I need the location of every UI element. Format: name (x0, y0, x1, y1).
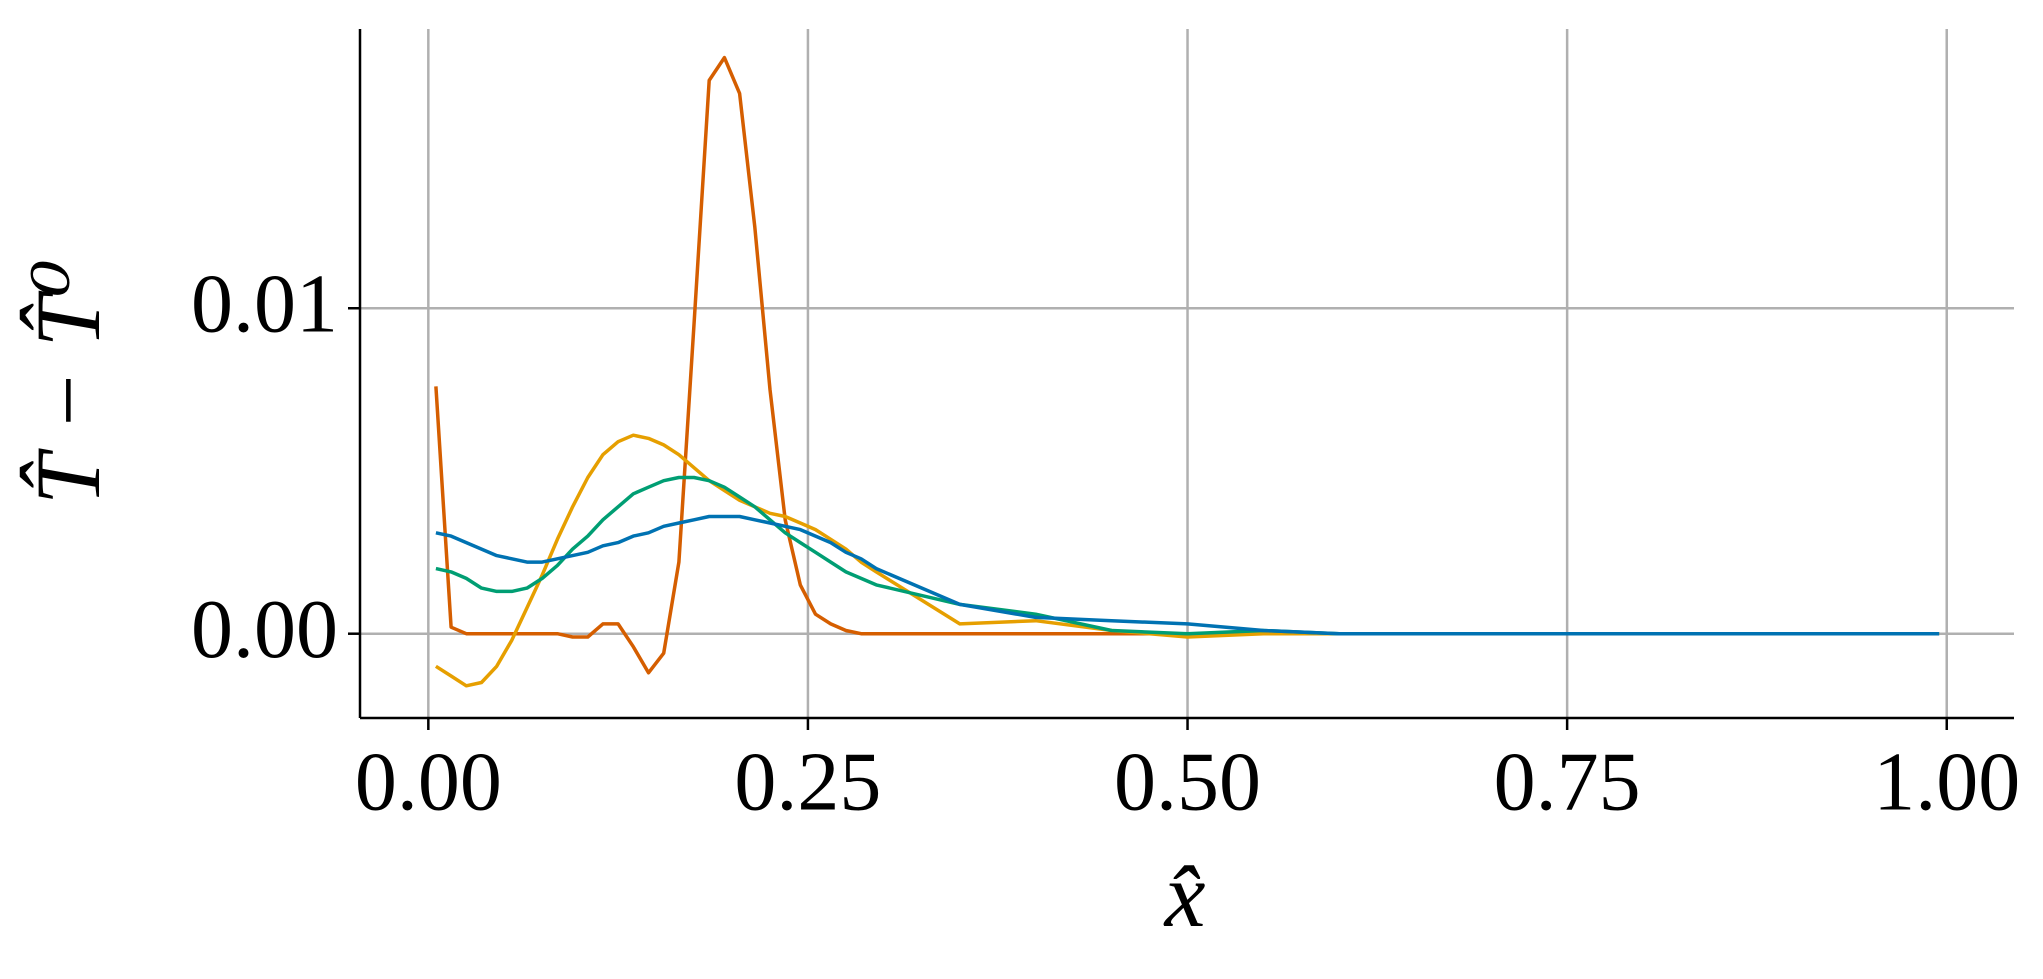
x-tick-label: 0.00 (355, 735, 502, 828)
x-tick-label: 0.75 (1494, 735, 1641, 828)
x-tick-label: 1.00 (1873, 735, 2020, 828)
y-tick-label: 0.00 (191, 583, 338, 676)
series-line (435, 514, 1940, 636)
y-axis-label: T̂ − T̂⁰ (17, 259, 119, 505)
x-axis-label: x̂ (1163, 844, 1206, 946)
x-tick-label: 0.50 (1114, 735, 1261, 828)
x-tick-label: 0.25 (734, 735, 881, 828)
y-tick-label: 0.01 (191, 258, 338, 351)
